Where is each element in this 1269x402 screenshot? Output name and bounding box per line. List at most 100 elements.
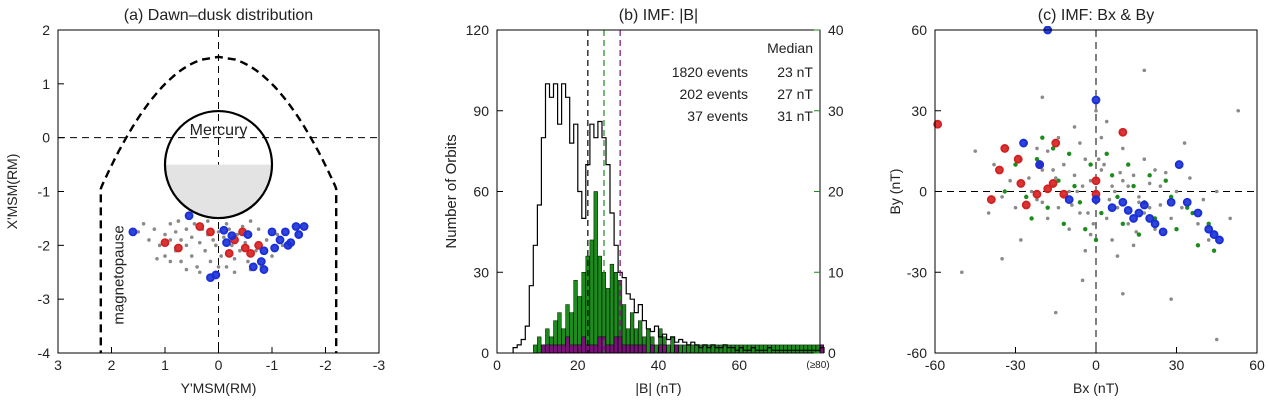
y-axis-label: By (nT): [887, 169, 903, 215]
scatter-point-all: [1051, 168, 1055, 172]
scatter-point-all: [1075, 189, 1080, 194]
scatter-point-all: [179, 238, 183, 242]
chart-title: (b) IMF: |B|: [619, 7, 698, 24]
x-axis-tick-label: 3: [54, 357, 62, 373]
mercury-disk: [163, 109, 274, 220]
scatter-point-blue: [1091, 195, 1101, 204]
scatter-point-all: [275, 232, 280, 237]
scatter-point-all: [1107, 197, 1112, 202]
scatter-point-green: [1040, 135, 1045, 140]
scatter-point-blue: [1193, 208, 1203, 218]
y-axis-tick-label: -2: [38, 237, 51, 253]
scatter-point-all: [1000, 256, 1004, 261]
scatter-point-blue: [248, 262, 258, 272]
scatter-point-all: [1142, 157, 1147, 161]
scatter-point-all: [1112, 189, 1117, 194]
scatter-point-all: [184, 267, 189, 272]
scatter-point-blue: [1182, 197, 1192, 207]
y-axis-tick-label: 0: [919, 184, 927, 200]
x-axis-tick-label: 40: [651, 357, 667, 373]
scatter-point-all: [230, 243, 234, 248]
scatter-point-all: [1096, 157, 1101, 161]
scatter-point-all: [1040, 200, 1045, 205]
scatter-point-all: [147, 238, 151, 242]
histogram-bar-purple: [545, 344, 550, 354]
y-axis-left-tick-label: 30: [473, 264, 489, 280]
scatter-point-all: [136, 230, 141, 234]
scatter-point-all: [1040, 168, 1045, 172]
y-axis-tick-label: 2: [42, 22, 50, 38]
scatter-point-red: [986, 195, 996, 204]
scatter-point-red: [995, 165, 1004, 175]
scatter-point-all: [195, 265, 199, 269]
y-axis-label: Number of Orbits: [443, 134, 460, 248]
scatter-point-green: [1136, 232, 1142, 237]
scatter-point-all: [1056, 135, 1061, 140]
scatter-point-red: [1021, 200, 1031, 210]
histogram-bar-purple: [557, 344, 562, 354]
scatter-point-blue: [270, 243, 280, 253]
scatter-point-blue: [1150, 219, 1160, 229]
histogram-bar-purple: [621, 344, 627, 354]
histogram-bar-green: [537, 336, 542, 354]
y-axis-right-tick-label: 10: [828, 264, 844, 280]
scatter-point-all: [254, 248, 258, 253]
scatter-point-all: [1040, 95, 1045, 100]
scatter-point-green: [1013, 162, 1018, 167]
scatter-point-all: [1147, 181, 1152, 186]
scatter-point-blue: [256, 257, 266, 266]
y-axis-left-tick-label: 90: [473, 103, 489, 119]
histogram-bar-green: [654, 344, 659, 354]
scatter-point-blue: [1064, 195, 1074, 204]
histogram-all-events: [512, 83, 825, 354]
scatter-point-green: [1104, 151, 1109, 157]
scatter-point-blue: [184, 211, 194, 221]
scatter-point-blue: [1123, 205, 1133, 215]
y-axis-tick-label: 60: [911, 22, 927, 38]
scatter-point-all: [1118, 170, 1122, 175]
scatter-point-all: [1142, 68, 1147, 73]
scatter-point-all: [208, 259, 213, 264]
scatter-point-red: [206, 227, 215, 237]
scatter-point-all: [1045, 149, 1050, 153]
histogram-bar-green: [533, 344, 538, 354]
scatter-point-all: [1067, 227, 1071, 231]
histogram-bar-purple: [642, 344, 647, 354]
scatter-point-blue: [1118, 197, 1128, 207]
scatter-point-all: [1110, 238, 1114, 242]
scatter-point-all: [1088, 232, 1093, 237]
scatter-point-red: [195, 222, 205, 231]
scatter-point-green: [1109, 173, 1115, 178]
histogram-bar-green: [807, 344, 812, 354]
scatter-point-blue: [259, 265, 269, 274]
legend-median: 31 nT: [777, 108, 813, 124]
histogram-bar-purple: [597, 336, 602, 354]
scatter-point-blue: [1209, 230, 1219, 239]
scatter-point-all: [203, 248, 207, 253]
y-axis-tick-label: -4: [38, 345, 51, 361]
histogram-bar-green: [771, 344, 776, 354]
y-axis-tick-label: -1: [38, 184, 51, 200]
scatter-point-green: [1190, 210, 1195, 216]
scatter-point-all: [1045, 216, 1050, 221]
scatter-point-all: [1078, 141, 1082, 145]
mercury-nightside: [165, 164, 272, 219]
legend-median: 27 nT: [777, 86, 813, 102]
scatter-point-all: [1102, 162, 1106, 167]
panel-a: Mercury magnetopause 3 2 1 0 -1 -2 -3 2 1 0 -1 -2 -3 -4…: [4, 7, 385, 396]
scatter-point-blue: [1091, 95, 1101, 105]
scatter-point-all: [1072, 125, 1077, 129]
y-axis-tick-label: 1: [42, 76, 50, 92]
scatter-point-green: [1034, 157, 1040, 162]
histogram-bar-purple: [581, 336, 586, 354]
scatter-point-red: [1016, 179, 1026, 188]
panel-b: 0 20 40 60 (≥80)0306090120010203040Median182…: [443, 7, 844, 396]
scatter-point-all: [1088, 178, 1093, 183]
scatter-point-blue: [291, 222, 301, 231]
scatter-point-all: [1131, 243, 1136, 248]
scatter-point-red: [1118, 127, 1128, 137]
y-axis-right-tick-label: 20: [828, 184, 844, 200]
histogram-bar-green: [747, 344, 752, 354]
scatter-point-red: [933, 119, 943, 129]
